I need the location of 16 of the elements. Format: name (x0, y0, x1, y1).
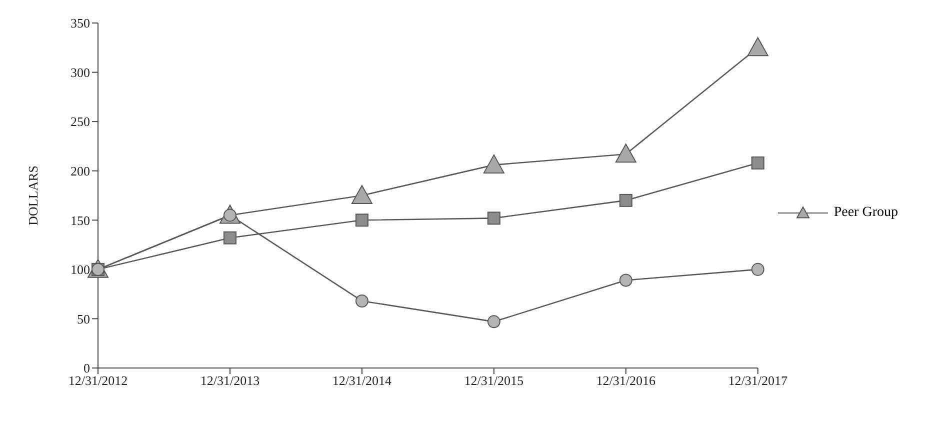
y-tick-label: 350 (70, 16, 90, 31)
y-tick-label: 250 (70, 114, 90, 130)
y-tick-label: 50 (77, 311, 90, 326)
x-tick-label: 12/31/2013 (200, 373, 260, 388)
y-tick-label: 150 (70, 212, 90, 228)
x-tick-label: 12/31/2012 (68, 373, 128, 388)
x-tick-label: 12/31/2016 (596, 373, 656, 388)
y-tick-label: 200 (70, 163, 90, 178)
y-axis-title: DOLLARS (26, 166, 41, 226)
y-tick-label: 100 (70, 262, 90, 278)
x-tick-label: 12/31/2015 (464, 373, 524, 388)
x-tick-label: 12/31/2017 (728, 373, 788, 388)
y-tick-label: 0 (84, 360, 90, 376)
y-tick-label: 300 (70, 64, 90, 80)
x-tick-label: 12/31/2014 (332, 373, 392, 388)
legend-label: Peer Group (834, 205, 898, 221)
